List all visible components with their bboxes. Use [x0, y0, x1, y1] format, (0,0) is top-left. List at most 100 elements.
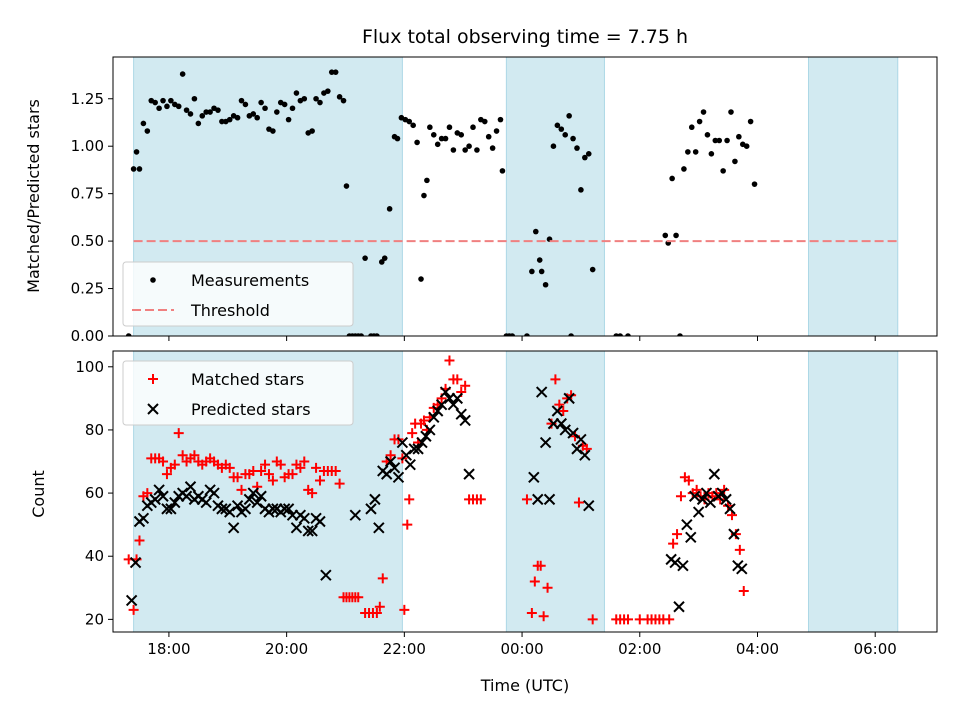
measurement-point	[704, 132, 711, 138]
measurement-point	[509, 333, 516, 336]
predicted-star-point	[428, 411, 440, 424]
predicted-star-point	[239, 503, 252, 515]
measurement-point	[421, 192, 427, 199]
predicted-star-point	[149, 493, 161, 506]
bottom-panel: 20 40 60 80 100 18:00 20:00 22:00 00:00 02:00 04:0…	[75, 350, 938, 658]
matched-star-point	[730, 529, 741, 540]
matched-star-point	[623, 614, 633, 625]
measurement-point	[585, 150, 592, 157]
measurement-point	[438, 135, 445, 142]
measurement-point	[558, 126, 565, 132]
matched-star-point	[299, 456, 310, 467]
measurement-point	[336, 94, 343, 100]
x-tick-label: 20:00	[265, 640, 308, 658]
predicted-star-point	[543, 493, 556, 506]
measurement-point	[207, 109, 213, 115]
predicted-star-point	[708, 468, 721, 480]
measurement-point	[179, 71, 186, 77]
measurement-point	[499, 168, 506, 174]
measurement-point	[164, 103, 170, 110]
measurement-point	[160, 97, 166, 104]
measurement-point	[677, 333, 683, 336]
measurement-point	[662, 232, 669, 239]
measurement-point	[238, 97, 245, 104]
measurement-point	[524, 333, 530, 336]
matched-star-point	[404, 494, 415, 505]
measurement-point	[458, 132, 465, 138]
matched-star-point	[664, 614, 675, 625]
legend-label: Threshold	[190, 301, 270, 320]
matched-star-point	[452, 374, 463, 385]
measurement-point	[270, 128, 276, 134]
measurement-point	[673, 232, 679, 239]
predicted-star-point	[278, 503, 291, 515]
y-tick-label: 1.25	[71, 90, 104, 108]
observing-interval-shade	[807, 350, 899, 633]
predicted-star-point	[302, 525, 314, 537]
predicted-star-point	[563, 392, 575, 405]
predicted-star-point	[396, 436, 409, 449]
measurement-point	[168, 97, 174, 104]
predicted-star-point	[380, 468, 393, 480]
matched-star-point	[311, 462, 322, 473]
measurement-point	[254, 114, 260, 121]
measurement-point	[358, 333, 364, 336]
matched-star-point	[526, 608, 537, 619]
predicted-star-point	[365, 503, 377, 515]
top-panel: 0.00 0.25 0.50 0.75 1.00 1.25 Measurements Thre…	[71, 56, 938, 345]
measurement-point	[301, 95, 308, 102]
predicted-star-point	[435, 398, 448, 411]
predicted-star-point	[408, 443, 420, 455]
measurement-point	[736, 133, 742, 140]
predicted-star-point	[463, 468, 475, 480]
measurement-point	[470, 124, 476, 131]
measurement-point	[140, 120, 147, 127]
measurement-point	[489, 145, 496, 151]
matched-star-point	[672, 529, 683, 540]
predicted-star-point	[559, 424, 571, 436]
matched-star-point	[314, 475, 325, 486]
measurement-point	[669, 175, 675, 182]
legend-x-marker	[147, 403, 159, 415]
measurement-point	[708, 150, 715, 157]
predicted-star-point	[555, 417, 568, 430]
predicted-star-point	[298, 512, 310, 525]
measurement-point	[289, 105, 296, 112]
matched-star-point	[158, 456, 169, 467]
y-tick-label: 40	[85, 547, 104, 565]
matched-star-point	[330, 465, 341, 476]
matched-star-point	[142, 488, 153, 499]
measurement-point	[242, 101, 249, 108]
measurement-point	[187, 111, 194, 117]
measurement-point	[274, 109, 280, 115]
measurement-point	[566, 113, 572, 119]
axes-frame	[112, 350, 938, 633]
measurement-point	[568, 333, 574, 336]
predicted-star-point	[400, 449, 413, 461]
y-tick-label: 0.00	[71, 327, 104, 345]
measurement-point	[696, 118, 703, 125]
predicted-star-point	[720, 493, 732, 506]
y-tick-label: 20	[85, 610, 104, 628]
measurement-point	[688, 124, 695, 131]
predicted-star-point	[216, 503, 228, 515]
measurement-point	[681, 166, 687, 172]
x-axis-title: Time (UTC)	[480, 676, 569, 695]
predicted-star-point	[224, 506, 236, 518]
predicted-star-point	[700, 487, 713, 499]
measurement-point	[362, 255, 368, 261]
measurement-point	[262, 105, 268, 112]
measurement-point	[191, 95, 198, 102]
legend-label: Predicted stars	[191, 400, 311, 419]
predicted-star-point	[677, 559, 689, 572]
predicted-star-point	[716, 487, 728, 499]
matched-star-point	[307, 488, 318, 499]
measurement-point	[195, 120, 202, 127]
predicted-star-point	[567, 427, 579, 439]
measurement-point	[743, 143, 750, 150]
matched-star-point	[177, 450, 188, 461]
measurement-point	[724, 137, 730, 144]
measurement-point	[466, 143, 472, 150]
matched-star-point	[169, 459, 180, 470]
